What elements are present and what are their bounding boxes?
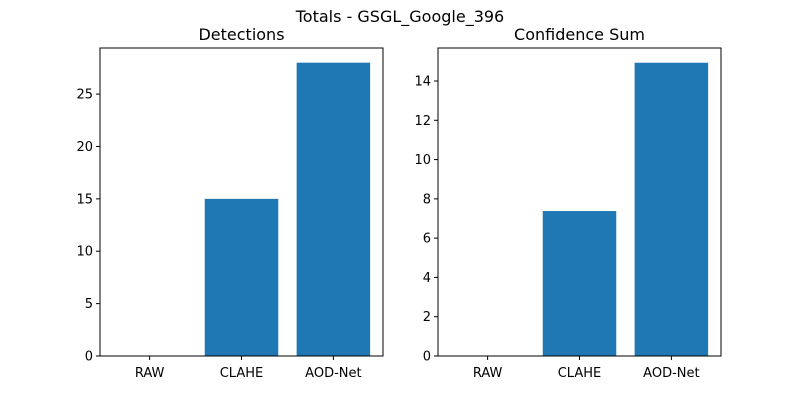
bar-aod-net [296,62,371,357]
y-tick-label: 10 [76,245,93,260]
x-tick-label: CLAHE [558,366,602,381]
panel-title-2: Confidence Sum [514,25,645,44]
x-tick-label: RAW [135,366,165,381]
y-tick-label: 0 [423,350,431,365]
y-tick-label: 25 [76,88,93,103]
x-tick-label: AOD-Net [305,366,361,381]
x-tick-label: RAW [473,366,503,381]
y-tick-label: 15 [76,192,93,207]
y-tick-label: 12 [414,114,431,129]
bar-aod-net [634,62,709,356]
y-tick-label: 6 [423,232,431,247]
y-tick-label: 5 [85,297,93,312]
y-tick-label: 4 [423,271,431,286]
bar-clahe [204,198,279,356]
y-tick-label: 2 [423,310,431,325]
bar-clahe [542,211,617,356]
y-tick-label: 10 [414,153,431,168]
figure-title: Totals - GSGL_Google_396 [295,7,504,27]
y-tick-label: 20 [76,140,93,155]
y-tick-label: 0 [85,350,93,365]
panel-title-1: Detections [198,25,284,44]
y-tick-label: 14 [414,75,431,90]
x-tick-label: CLAHE [220,366,264,381]
x-tick-label: AOD-Net [643,366,699,381]
y-tick-label: 8 [423,192,431,207]
